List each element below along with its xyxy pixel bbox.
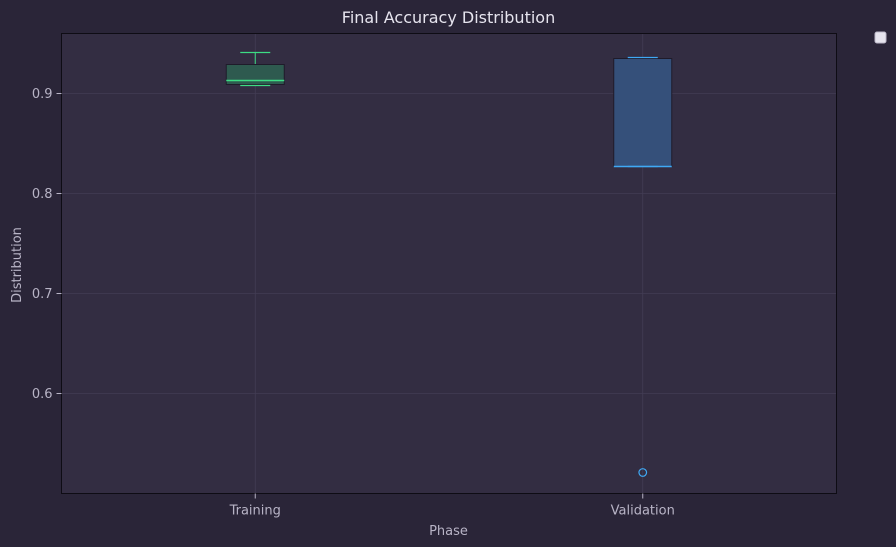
box-validation xyxy=(613,56,673,477)
x-tick-label: Training xyxy=(229,504,281,519)
y-tick-label: 0.9 xyxy=(32,87,53,102)
x-axis-label: Phase xyxy=(429,524,468,539)
box-training xyxy=(225,51,285,87)
axis-ticks: 0.6 0.7 0.8 0.9 Training Validation xyxy=(32,87,675,519)
y-axis-label: Distribution xyxy=(10,227,25,303)
y-tick-label: 0.7 xyxy=(32,287,53,302)
plot-frame xyxy=(61,33,837,494)
y-tick-label: 0.6 xyxy=(32,387,53,402)
outlier-point xyxy=(638,468,648,477)
box-iqr xyxy=(613,58,673,167)
grid-lines xyxy=(61,33,837,494)
box-elements xyxy=(225,51,673,477)
plot-area xyxy=(61,33,837,494)
chart-title: Final Accuracy Distribution xyxy=(342,8,555,27)
legend-box xyxy=(874,31,887,44)
box-iqr xyxy=(225,64,285,85)
x-tick-label: Validation xyxy=(611,504,675,519)
y-tick-label: 0.8 xyxy=(32,187,53,202)
